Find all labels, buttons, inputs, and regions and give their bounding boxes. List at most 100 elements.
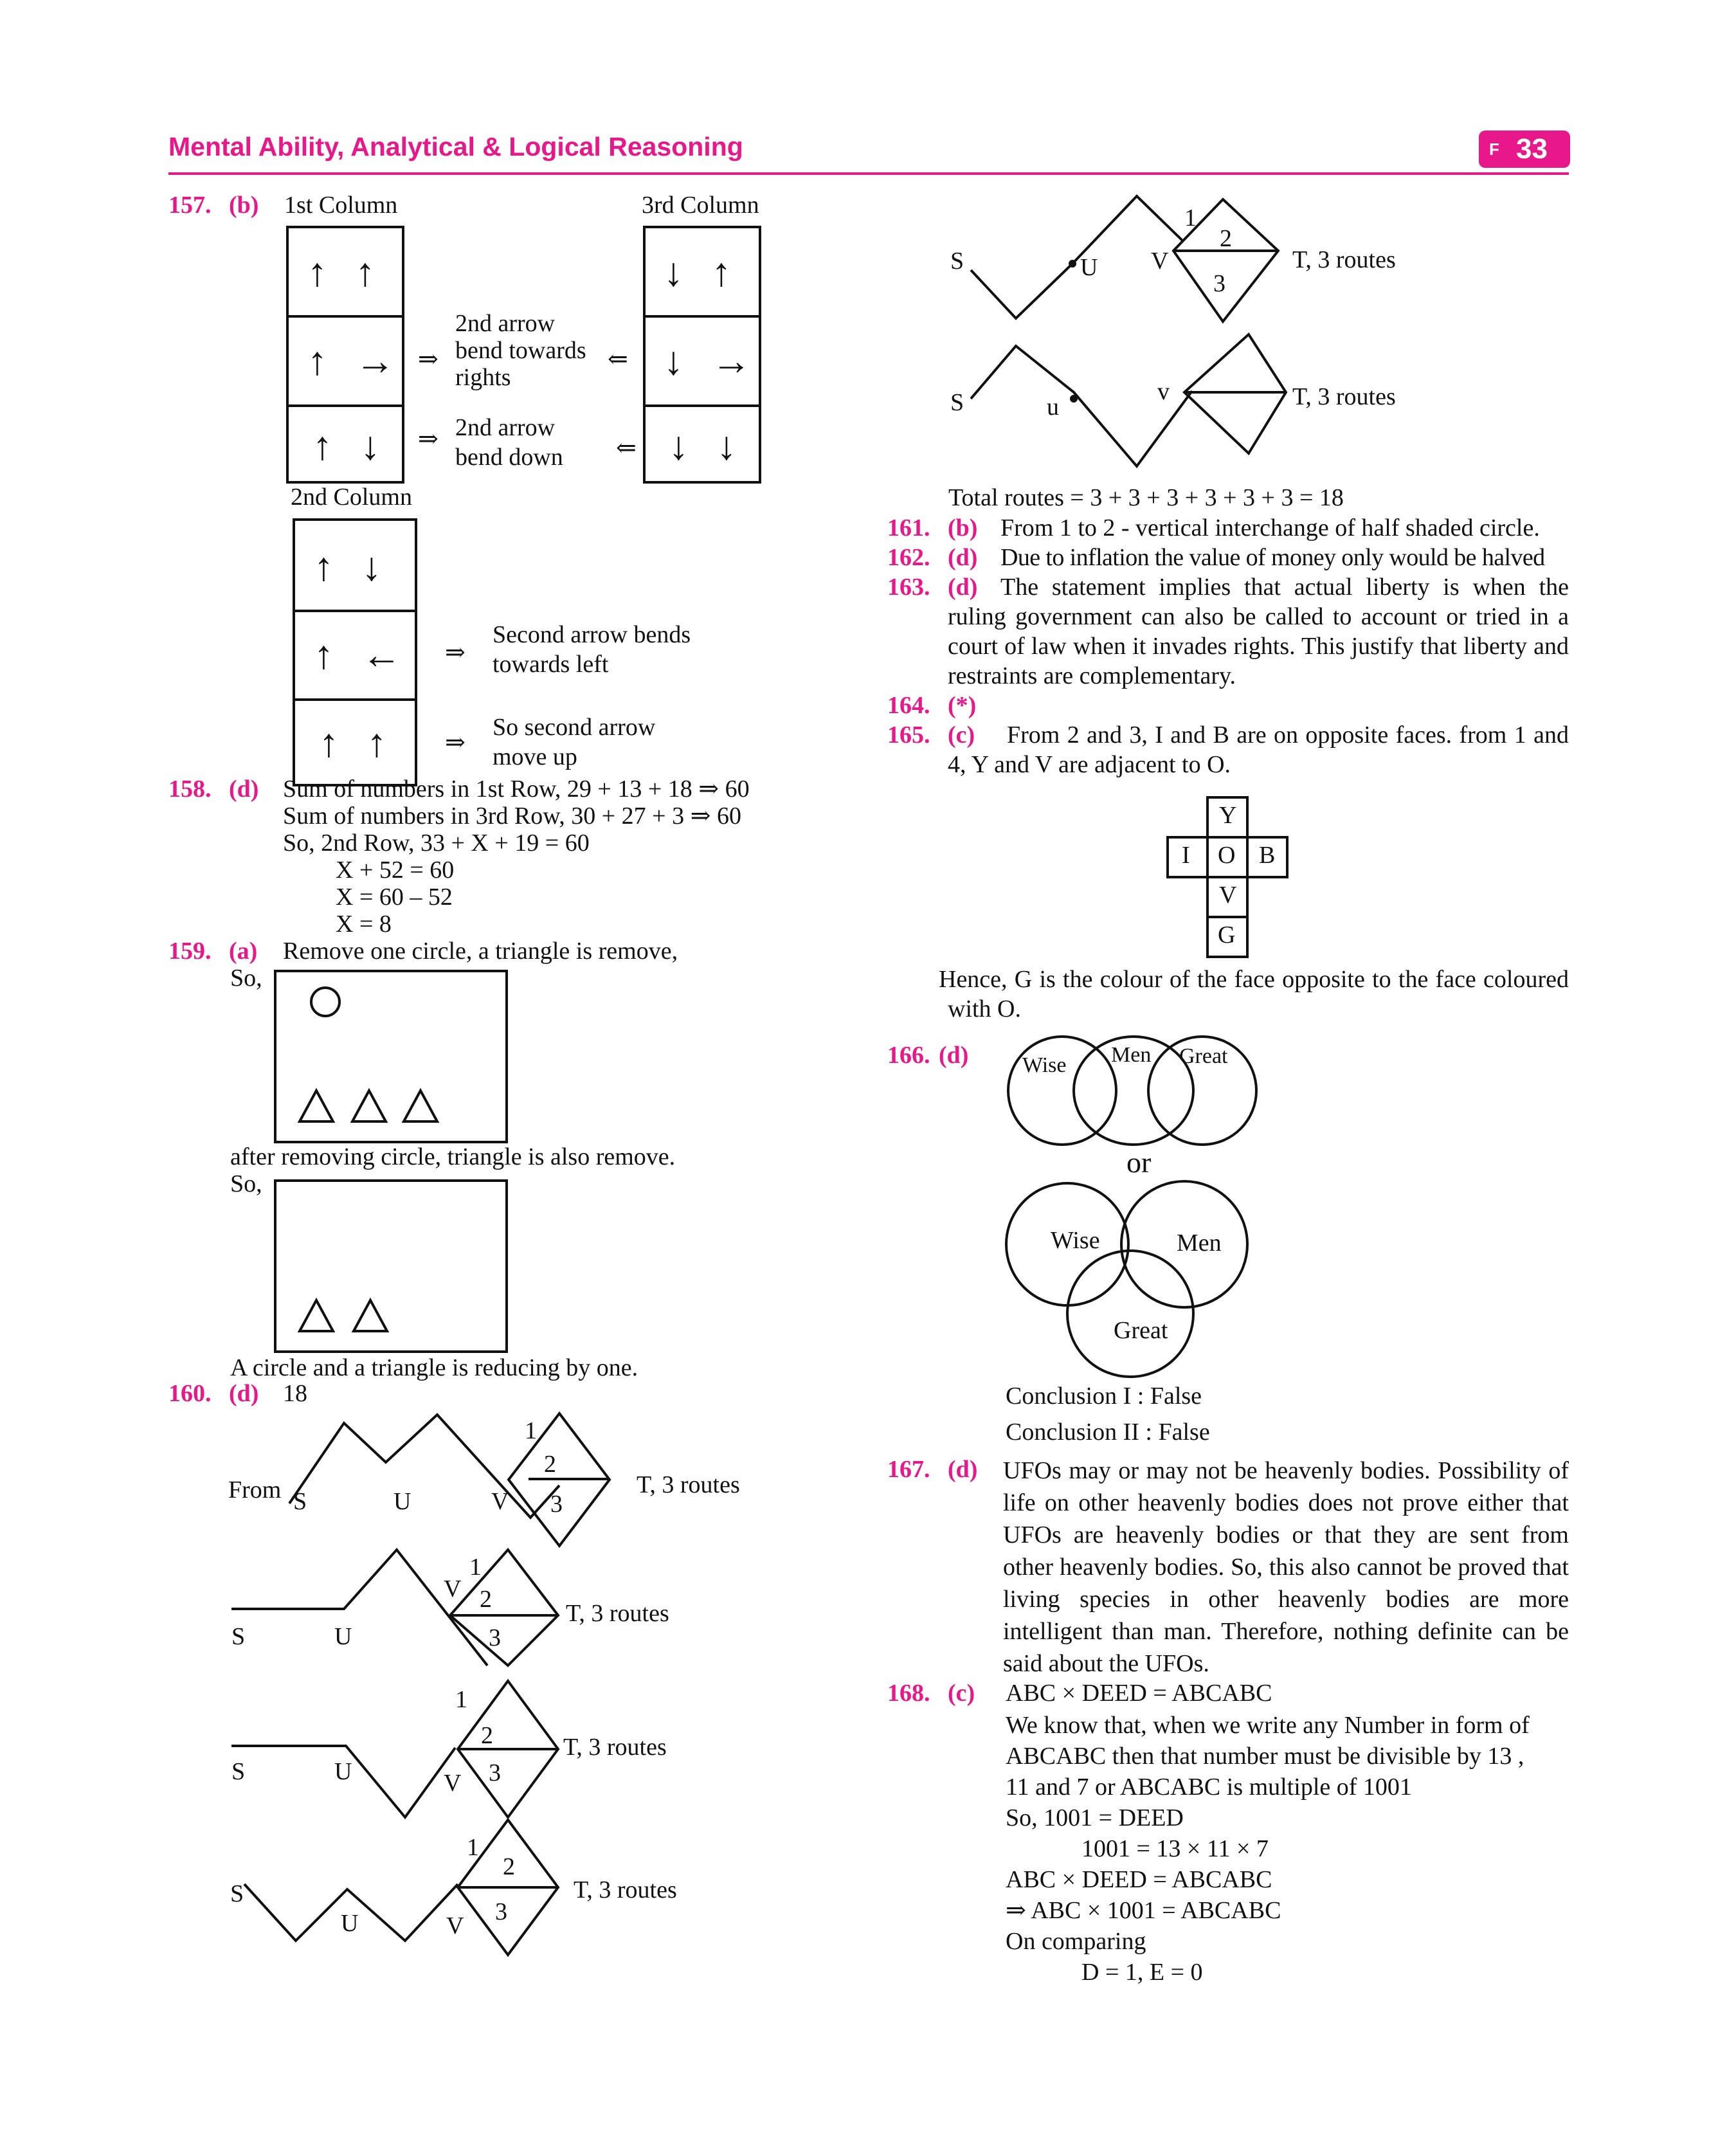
label-1: 1 xyxy=(455,1686,467,1713)
label-2: 2 xyxy=(481,1722,493,1749)
line-6: X = 8 xyxy=(336,911,392,938)
line-5: So, 1001 = DEED xyxy=(1006,1804,1184,1831)
venn-label-men: Men xyxy=(1111,1043,1152,1067)
net-face-top: Y xyxy=(1219,802,1237,829)
so-label: So, xyxy=(230,1170,262,1197)
implies-arrow: ⇒ xyxy=(445,639,466,666)
c2r3-arrows: ↑ ↑ xyxy=(319,722,396,765)
q-answer: (b) xyxy=(229,192,259,219)
node-V: V xyxy=(1151,248,1169,275)
node-V: V xyxy=(444,1575,462,1602)
shape-box-after xyxy=(274,1179,508,1353)
col1-label: 1st Column xyxy=(284,192,398,219)
so-label: So, xyxy=(230,965,262,992)
venn-label-great: Great xyxy=(1114,1317,1168,1344)
q-number: 167. xyxy=(887,1456,930,1483)
q-number: 162. xyxy=(887,544,930,571)
routes-label: T, 3 routes xyxy=(1292,383,1396,410)
note3-line2: towards left xyxy=(493,651,609,678)
line-6: 1001 = 13 × 11 × 7 xyxy=(1081,1835,1269,1862)
note4-line1: So second arrow xyxy=(493,714,656,741)
q-answer: (*) xyxy=(948,692,977,719)
c1r3-arrows: ↑ ↓ xyxy=(312,424,390,468)
col2-label: 2nd Column xyxy=(291,484,412,511)
routes-label: T, 3 routes xyxy=(563,1734,667,1761)
venn-circle-men xyxy=(1120,1180,1249,1309)
triangle-shape xyxy=(350,1087,388,1123)
venn-circle-wise xyxy=(1007,1035,1117,1146)
node-U: U xyxy=(341,1910,359,1937)
line-2: We know that, when we write any Number i… xyxy=(1006,1712,1530,1739)
line-3: A circle and a triangle is reducing by o… xyxy=(230,1354,638,1381)
label-2: 2 xyxy=(480,1586,492,1613)
line-7: ABC × DEED = ABCABC xyxy=(1006,1866,1272,1893)
from-label: From xyxy=(228,1476,282,1503)
note1-line2: bend towards xyxy=(455,337,586,364)
node-U: U xyxy=(334,1623,352,1650)
note1-line1: 2nd arrow xyxy=(455,310,556,337)
line-1: ABC × DEED = ABCABC xyxy=(1006,1680,1272,1707)
line-9: On comparing xyxy=(1006,1928,1146,1955)
col3-label: 3rd Column xyxy=(642,192,759,219)
c2r1-arrows: ↑ ↓ xyxy=(314,545,391,589)
node-S: S xyxy=(231,1623,246,1650)
triangle-shape xyxy=(297,1297,336,1332)
line-2: Sum of numbers in 3rd Row, 30 + 27 + 3 ⇒… xyxy=(283,803,741,830)
node-u: u xyxy=(1047,394,1059,421)
net-face-center: O xyxy=(1218,842,1236,869)
q-answer: (c) xyxy=(948,1680,975,1707)
node-dot xyxy=(1069,260,1076,268)
label-2: 2 xyxy=(1220,225,1232,252)
q-number: 161. xyxy=(887,514,930,541)
node-S: S xyxy=(230,1880,244,1907)
node-S: S xyxy=(293,1488,307,1515)
node-S: S xyxy=(950,389,964,416)
conclusion-2: Conclusion II : False xyxy=(1006,1419,1210,1446)
q-answer: (d) xyxy=(948,574,978,601)
q-number: 166. xyxy=(887,1042,930,1069)
venn-circle-men xyxy=(1072,1035,1195,1146)
venn-label-great: Great xyxy=(1179,1044,1228,1068)
q-answer: (d) xyxy=(229,1380,259,1407)
implied-arrow: ⇐ xyxy=(608,346,628,373)
conclusion-para: Hence, G is the colour of the face oppos… xyxy=(939,966,1569,1022)
q-number: 165. xyxy=(887,722,930,749)
total-routes: Total routes = 3 + 3 + 3 + 3 + 3 + 3 = 1… xyxy=(948,484,1344,511)
conclusion-1: Conclusion I : False xyxy=(1006,1383,1202,1410)
routes-label: T, 3 routes xyxy=(574,1876,677,1903)
c2r2-arrows: ↑ ← xyxy=(314,633,411,677)
label-3: 3 xyxy=(489,1624,501,1651)
venn-circle-great xyxy=(1147,1035,1258,1146)
q-answer: (d) xyxy=(948,544,978,571)
implied-arrow: ⇐ xyxy=(616,435,637,462)
c3r1-arrows: ↓ ↑ xyxy=(664,251,741,295)
label-3: 3 xyxy=(550,1491,563,1518)
q-number: 159. xyxy=(168,938,212,965)
triangle-shape xyxy=(401,1087,440,1123)
line-5: X = 60 – 52 xyxy=(336,884,453,911)
header-rule xyxy=(168,172,1569,175)
node-dot xyxy=(1070,395,1078,403)
answer-text: UFOs may or may not be heavenly bodies. … xyxy=(1003,1457,1569,1677)
implies-arrow: ⇒ xyxy=(418,346,439,373)
net-face-left: I xyxy=(1182,842,1190,869)
q-answer: (b) xyxy=(948,514,978,541)
q-number: 158. xyxy=(168,776,212,803)
label-3: 3 xyxy=(495,1898,507,1925)
or-label: or xyxy=(1126,1146,1152,1179)
label-1: 1 xyxy=(1184,204,1197,231)
note1-line3: rights xyxy=(455,364,511,391)
venn-label-wise: Wise xyxy=(1051,1227,1100,1254)
node-S: S xyxy=(231,1758,246,1785)
answer-text: Due to inflation the value of money only… xyxy=(1000,544,1545,571)
q-number: 168. xyxy=(887,1680,930,1707)
node-U: U xyxy=(1080,254,1098,281)
node-S: S xyxy=(950,248,964,275)
net-face-right: B xyxy=(1259,842,1276,869)
venn-circle-great xyxy=(1066,1249,1195,1378)
